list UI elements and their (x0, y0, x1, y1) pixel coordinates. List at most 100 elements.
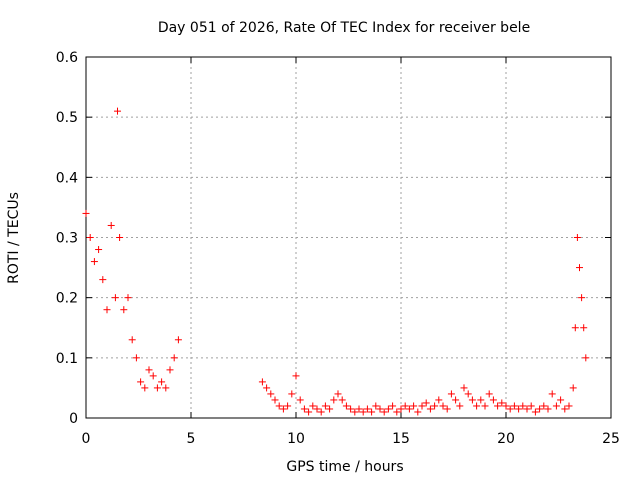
data-point (90, 258, 98, 266)
data-point (363, 405, 371, 413)
x-tick-label: 10 (287, 431, 305, 447)
data-point (275, 402, 283, 410)
data-point (116, 234, 124, 241)
data-point (305, 408, 313, 416)
data-point (540, 402, 548, 410)
data-point (481, 402, 489, 410)
grid-lines (86, 57, 611, 418)
x-tick-label: 25 (602, 431, 620, 447)
y-axis-title: ROTI / TECUs (6, 192, 22, 284)
data-point (99, 276, 107, 284)
y-tick-label: 0.4 (56, 170, 78, 186)
data-point (515, 405, 523, 413)
data-point (86, 234, 94, 241)
x-tick-label: 20 (497, 431, 515, 447)
data-point (569, 384, 577, 392)
data-point (565, 402, 573, 410)
data-point (435, 396, 443, 404)
data-point (330, 396, 338, 404)
data-point (578, 294, 586, 302)
y-tick-label: 0 (69, 411, 78, 427)
data-point (552, 402, 560, 410)
data-point (95, 246, 103, 254)
data-point (114, 107, 121, 115)
data-point (452, 396, 460, 404)
data-point (372, 402, 380, 410)
data-point (174, 336, 182, 344)
data-point (279, 405, 287, 413)
data-point (464, 390, 472, 398)
y-tick-label: 0.2 (56, 291, 78, 307)
data-point (405, 405, 413, 413)
data-point (460, 384, 468, 392)
data-point (544, 405, 552, 413)
data-point (300, 405, 308, 413)
data-point (170, 354, 178, 362)
data-point (548, 390, 556, 398)
data-point (313, 405, 321, 413)
data-point (576, 264, 583, 272)
data-point (309, 402, 317, 410)
data-point (426, 405, 434, 413)
data-point (473, 402, 481, 410)
data-point (271, 396, 279, 404)
data-point (284, 402, 292, 410)
x-tick-label: 0 (82, 431, 91, 447)
data-point (149, 372, 157, 380)
y-tick-label: 0.6 (56, 50, 78, 66)
data-point (580, 324, 588, 332)
data-point (326, 405, 334, 413)
data-point (468, 396, 476, 404)
x-axis-title: GPS time / hours (286, 459, 403, 475)
data-point (359, 408, 367, 416)
data-point (292, 372, 300, 380)
data-point (393, 408, 401, 416)
data-point (498, 399, 506, 407)
data-point (132, 354, 140, 362)
data-point (527, 402, 535, 410)
y-tick-label: 0.5 (56, 110, 78, 126)
data-point (317, 408, 325, 416)
data-point (397, 405, 405, 413)
data-point (288, 390, 296, 398)
data-point (263, 384, 271, 392)
data-point (355, 405, 363, 413)
data-points (82, 107, 590, 416)
data-point (107, 221, 115, 229)
data-point (489, 396, 497, 404)
data-point (124, 294, 132, 302)
data-point (145, 366, 153, 374)
x-tick-label: 5 (187, 431, 196, 447)
data-point (120, 306, 128, 314)
data-point (296, 396, 304, 404)
data-point (447, 390, 455, 398)
data-point (418, 402, 426, 410)
data-point (573, 234, 581, 241)
data-point (510, 402, 518, 410)
data-point (258, 378, 266, 386)
data-point (334, 390, 342, 398)
data-point (82, 209, 90, 217)
data-point (267, 390, 275, 398)
data-point (380, 408, 388, 416)
data-point (523, 405, 531, 413)
data-point (338, 396, 346, 404)
data-point (456, 402, 464, 410)
data-point (162, 384, 170, 392)
data-point (141, 384, 149, 392)
data-point (519, 402, 527, 410)
data-point (485, 390, 493, 398)
data-point (506, 405, 514, 413)
data-point (158, 378, 166, 386)
data-point (153, 384, 161, 392)
data-point (321, 402, 329, 410)
data-point (494, 402, 502, 410)
data-point (376, 405, 384, 413)
data-point (347, 405, 355, 413)
data-point (443, 405, 451, 413)
data-point (351, 408, 359, 416)
axis-ticks: 0 5 10 15 20 25 0 0.1 0.2 0.3 0.4 0.5 0.6 (56, 50, 620, 447)
data-point (502, 402, 510, 410)
data-point (342, 402, 350, 410)
